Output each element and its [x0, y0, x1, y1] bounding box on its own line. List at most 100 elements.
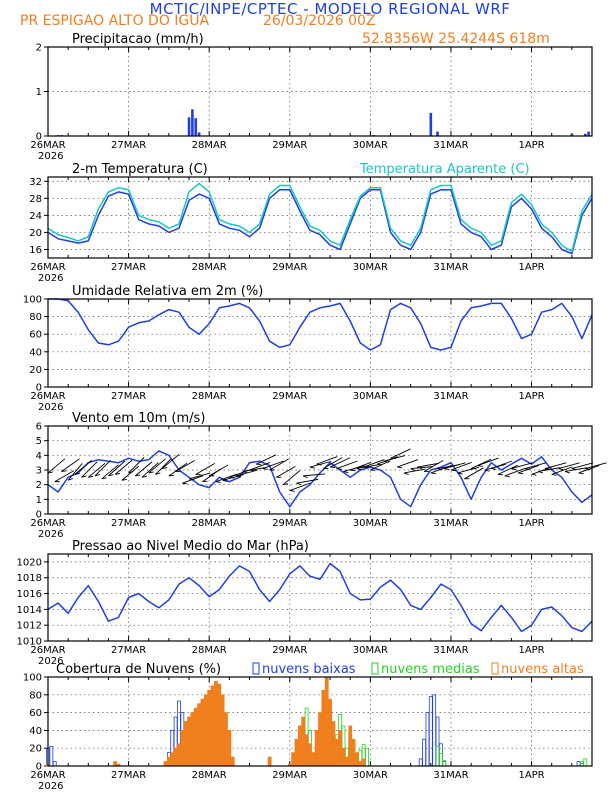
temp-legend: Temperatura Aparente (C) — [359, 162, 530, 177]
x-tick-label: 27MAR — [111, 645, 146, 656]
wind-barb-head — [135, 474, 141, 477]
x-year-label: 2026 — [38, 402, 63, 413]
cloud-bar — [334, 738, 339, 767]
wind-barb-head — [417, 466, 423, 470]
clouds-title: Cobertura de Nuvens (%) — [56, 662, 221, 677]
wind-barb-head — [491, 468, 497, 470]
clouds-panel: 0 20 40 60 80 100 26MAR 27MAR 28MAR 29MAR 30MAR 31M… — [23, 662, 593, 792]
y-tick-label: 4 — [36, 451, 42, 462]
wind-barb — [168, 462, 188, 477]
legend-swatch — [252, 662, 260, 675]
x-tick-label: 30MAR — [353, 140, 388, 151]
cloud-bar — [230, 756, 235, 767]
wind-barb-head — [108, 474, 114, 477]
legend-swatch — [371, 662, 379, 675]
cloud-bar — [267, 756, 272, 767]
wind-barb-head — [121, 478, 127, 481]
wind-barb — [558, 462, 580, 469]
y-tick-label: 1012 — [17, 621, 42, 632]
wind-barb — [524, 462, 547, 469]
wind-barb — [457, 466, 480, 474]
x-tick-label: 28MAR — [192, 645, 227, 656]
cloud-bar — [224, 712, 228, 767]
cloud-bar — [304, 734, 309, 767]
wind-barb-head — [450, 469, 456, 472]
y-tick-label: 20 — [29, 228, 42, 239]
wind-barb-head — [282, 483, 289, 486]
cloud-bar — [113, 761, 118, 767]
wind-barb-head — [229, 476, 235, 479]
wind-barb-head — [235, 475, 242, 478]
wind-barb-head — [303, 475, 308, 479]
y-tick-label: 40 — [29, 726, 42, 737]
cloud-bar — [348, 725, 353, 767]
wind-barb — [67, 463, 83, 481]
x-tick-label: 28MAR — [192, 770, 227, 781]
y-tick-label: 1 — [36, 495, 42, 506]
wind-barb-head — [81, 475, 87, 478]
x-tick-label: 29MAR — [272, 645, 307, 656]
wind-barb — [61, 458, 80, 472]
wind-barb — [571, 462, 594, 469]
y-tick-label: 1010 — [17, 637, 42, 648]
y-tick-label: 20 — [29, 365, 42, 376]
temp-series-line — [47, 189, 593, 255]
wind-barb — [296, 478, 319, 484]
wind-barb-head — [262, 468, 268, 470]
wind-barb — [316, 456, 338, 465]
cloud-bar — [438, 743, 443, 767]
cloud-bar — [576, 761, 581, 767]
cloud-bar — [314, 730, 319, 767]
cloud-bar — [355, 752, 359, 767]
cloud-bar — [180, 730, 185, 767]
precip-bar — [436, 131, 439, 136]
wind-barb — [511, 462, 533, 469]
wind-barb — [423, 460, 444, 472]
run-datetime: 26/03/2026 00Z — [263, 13, 376, 29]
wind-barb — [504, 467, 526, 477]
x-tick-label: 1APR — [518, 262, 544, 273]
rh-panel: 0 20 40 60 80 100 26MAR 27MAR 28MAR 29MAR 30MAR 31M… — [23, 284, 593, 413]
cloud-bar — [177, 743, 181, 767]
cloud-bar — [583, 758, 588, 767]
precip-bar — [194, 118, 198, 136]
cloud-bar — [200, 698, 205, 767]
precip-bar — [570, 133, 574, 136]
y-tick-label: 0 — [36, 132, 42, 143]
wind-barb — [101, 464, 119, 480]
station-coordinates: 52.8356W 25.4244S 618m — [362, 31, 550, 47]
rh-series-line — [48, 298, 593, 351]
x-tick-label: 27MAR — [111, 770, 146, 781]
cloud-bar — [344, 756, 349, 767]
wind-barb-head — [585, 468, 591, 471]
wind-barb — [141, 462, 159, 478]
y-tick-label: 100 — [23, 673, 42, 684]
wind-barb — [161, 454, 180, 469]
cloud-bar — [442, 761, 447, 767]
x-tick-label: 31MAR — [433, 262, 468, 273]
wind-barb — [188, 472, 211, 480]
cloud-bar — [52, 761, 57, 767]
cloud-bar — [425, 712, 430, 767]
press-title: Pressao ao Nivel Medio do Mar (hPa) — [72, 539, 309, 554]
wind-barb-head — [571, 468, 577, 471]
wind-barb — [444, 462, 466, 469]
y-tick-label: 1018 — [17, 573, 42, 584]
cloud-bar — [324, 676, 329, 767]
cloud-bar — [328, 698, 332, 767]
wind-barb — [47, 458, 66, 474]
wind-barb — [108, 460, 126, 477]
wind-barb — [148, 458, 166, 474]
x-tick-label: 26MAR — [30, 391, 65, 402]
x-tick-label: 31MAR — [433, 645, 468, 656]
x-tick-label: 26MAR — [30, 645, 65, 656]
temp-frame — [47, 176, 593, 259]
wind-barb — [121, 465, 140, 481]
y-tick-label: 60 — [29, 708, 42, 719]
wind-barb — [262, 460, 284, 469]
cloud-bar — [428, 696, 433, 767]
wind-barb — [242, 467, 265, 472]
wind-barb-head — [115, 472, 121, 475]
wind-barb-head — [162, 467, 168, 469]
wind-barb-head — [558, 468, 564, 471]
